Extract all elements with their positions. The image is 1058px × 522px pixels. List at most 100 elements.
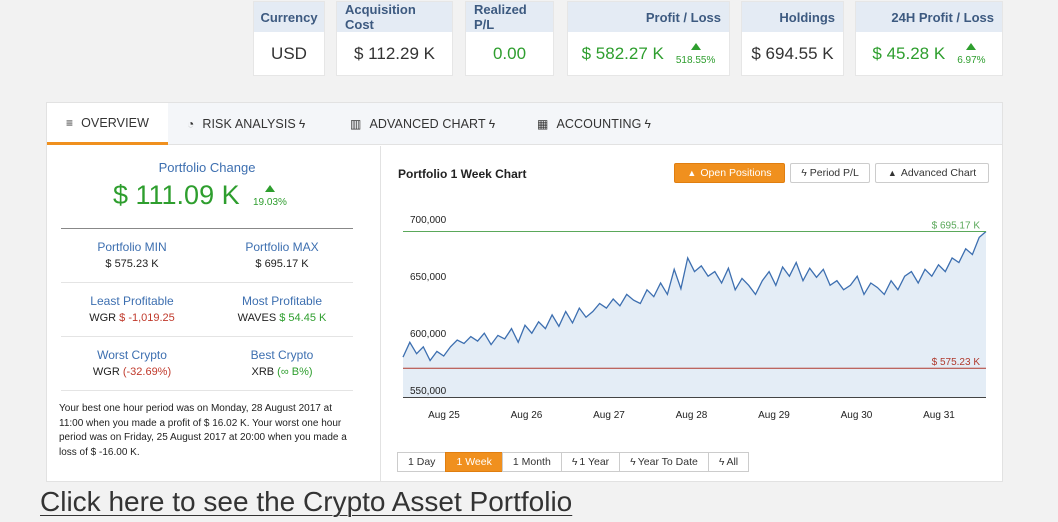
range-label: 1 Day (408, 456, 436, 468)
stat-holdings: Holdings $ 694.55 K (741, 1, 844, 76)
chart-series-line (402, 231, 987, 362)
worst-crypto-value: (-32.69%) (122, 366, 172, 378)
range-1-month[interactable]: 1 Month (501, 452, 562, 472)
portfolio-panel: ≡ OVERVIEW ◔ RISK ANALYSIS ϟ ▥ ADVANCED … (46, 102, 1003, 482)
stat-24h-profit-loss: 24H Profit / Loss $ 45.28 K 6.97% (855, 1, 1003, 76)
bolt-icon: ϟ (630, 456, 636, 468)
range-1-day[interactable]: 1 Day (397, 452, 447, 472)
range-year-to-date[interactable]: ϟ Year To Date (619, 452, 709, 472)
period-pl-button[interactable]: ϟ Period P/L (790, 163, 870, 183)
range-1-week[interactable]: 1 Week (445, 452, 503, 472)
range-label: 1 Week (456, 456, 492, 468)
y-tick-label: 550,000 (410, 386, 447, 397)
range-label: 1 Year (579, 456, 610, 468)
coin-symbol: XRB (251, 366, 275, 378)
portfolio-change-pct: 19.03% (253, 185, 287, 208)
best-crypto: Best Crypto XRB (∞ B%) (207, 348, 357, 378)
portfolio-max-value: $ 695.17 K (255, 258, 309, 270)
stat-header: Realized P/L (466, 2, 553, 32)
portfolio-change-value: $ 111.09 K (113, 180, 240, 210)
max-line-label: $ 695.17 K (932, 221, 981, 232)
x-tick-label: Aug 29 (758, 410, 790, 421)
range-label: Year To Date (637, 456, 698, 468)
portfolio-min: Portfolio MIN $ 575.23 K (57, 240, 207, 270)
coin-symbol: WGR (92, 366, 120, 378)
bolt-icon: ϟ (488, 117, 496, 131)
stat-value: $ 694.55 K (751, 44, 834, 63)
x-tick-label: Aug 25 (428, 410, 460, 421)
area-chart-icon: ▲ (887, 168, 897, 178)
button-label: Period P/L (809, 167, 859, 179)
stat-header: Acquisition Cost (337, 2, 452, 32)
performance-note: Your best one hour period was on Monday,… (59, 403, 347, 458)
worst-crypto-value-row: WGR (-32.69%) (57, 366, 207, 378)
portfolio-chart: Portfolio 1 Week Chart ▲ Open Positions … (380, 146, 1002, 482)
chart-title: Portfolio 1 Week Chart (398, 167, 527, 181)
stat-value: $ 45.28 K (872, 44, 946, 63)
most-profitable-value-row: WAVES $ 54.45 K (207, 312, 357, 324)
tab-label: OVERVIEW (81, 115, 150, 130)
least-profitable: Least Profitable WGR $ -1,019.25 (57, 294, 207, 324)
tab-risk-analysis[interactable]: ◔ RISK ANALYSIS ϟ (187, 103, 305, 145)
coin-symbol: WAVES (237, 312, 277, 324)
least-profitable-label: Least Profitable (90, 294, 174, 308)
chart-area (403, 231, 986, 397)
stat-value: USD (271, 44, 307, 63)
stat-currency: Currency USD (253, 1, 325, 76)
worst-crypto-label: Worst Crypto (97, 348, 167, 362)
stat-header: Currency (254, 2, 324, 32)
stat-pct: 6.97% (957, 42, 986, 66)
bolt-icon: ϟ (718, 456, 725, 468)
stat-header: Holdings (742, 2, 843, 32)
bar-chart-icon: ▥ (350, 117, 362, 131)
portfolio-change-label: Portfolio Change (158, 160, 256, 175)
tab-label: RISK ANALYSIS (202, 117, 296, 131)
stat-value: $ 582.27 K (581, 44, 664, 63)
pie-chart-icon: ◔ (187, 117, 195, 131)
portfolio-max-label: Portfolio MAX (245, 240, 319, 254)
y-tick-label: 600,000 (410, 329, 447, 340)
crypto-asset-portfolio-link[interactable]: Click here to see the Crypto Asset Portf… (40, 486, 573, 517)
least-profitable-value-row: WGR $ -1,019.25 (57, 312, 207, 324)
tab-advanced-chart[interactable]: ▥ ADVANCED CHART ϟ (350, 103, 495, 145)
stat-value: 0.00 (492, 44, 527, 63)
most-profitable-label: Most Profitable (241, 294, 323, 308)
stat-pct: 518.55% (675, 42, 716, 66)
tab-label: ACCOUNTING (556, 117, 642, 131)
bolt-icon: ϟ (644, 117, 651, 131)
stat-realized-pl: Realized P/L 0.00 (465, 1, 554, 76)
y-tick-label: 650,000 (410, 272, 447, 283)
advanced-chart-button[interactable]: ▲ Advanced Chart (875, 163, 989, 183)
best-crypto-value-row: XRB (∞ B%) (207, 366, 357, 378)
bolt-icon: ϟ (571, 456, 578, 468)
most-profitable-value: $ 54.45 K (279, 312, 327, 324)
divider (61, 390, 353, 391)
most-profitable: Most Profitable WAVES $ 54.45 K (207, 294, 357, 324)
list-icon: ≡ (65, 115, 74, 130)
stat-profit-loss: Profit / Loss $ 582.27 K 518.55% (567, 1, 730, 76)
portfolio-min-label: Portfolio MIN (97, 240, 167, 254)
tab-overview[interactable]: ≡ OVERVIEW (47, 103, 168, 145)
y-tick-label: 700,000 (410, 215, 447, 226)
portfolio-min-value: $ 575.23 K (105, 258, 159, 270)
stat-value-row: $ 45.28 K 6.97% (856, 32, 1002, 76)
x-tick-label: Aug 30 (841, 410, 873, 421)
portfolio-max: Portfolio MAX $ 695.17 K (207, 240, 357, 270)
stat-value: $ 112.29 K (354, 44, 435, 63)
tab-accounting[interactable]: ▦ ACCOUNTING ϟ (537, 103, 651, 145)
range-label: 1 Month (512, 456, 551, 468)
range-all[interactable]: ϟ All (707, 452, 750, 472)
open-positions-button[interactable]: ▲ Open Positions (674, 163, 785, 183)
stat-value-row: $ 582.27 K 518.55% (568, 32, 729, 76)
coin-symbol: WGR (89, 312, 117, 324)
area-chart-icon: ▲ (687, 168, 697, 178)
x-tick-label: Aug 26 (511, 410, 543, 421)
best-crypto-label: Best Crypto (250, 348, 314, 362)
min-line-label: $ 575.23 K (932, 357, 981, 368)
worst-crypto: Worst Crypto WGR (-32.69%) (57, 348, 207, 378)
stat-header: 24H Profit / Loss (856, 2, 1002, 32)
divider (61, 228, 353, 229)
tab-bar: ≡ OVERVIEW ◔ RISK ANALYSIS ϟ ▥ ADVANCED … (47, 103, 1002, 145)
